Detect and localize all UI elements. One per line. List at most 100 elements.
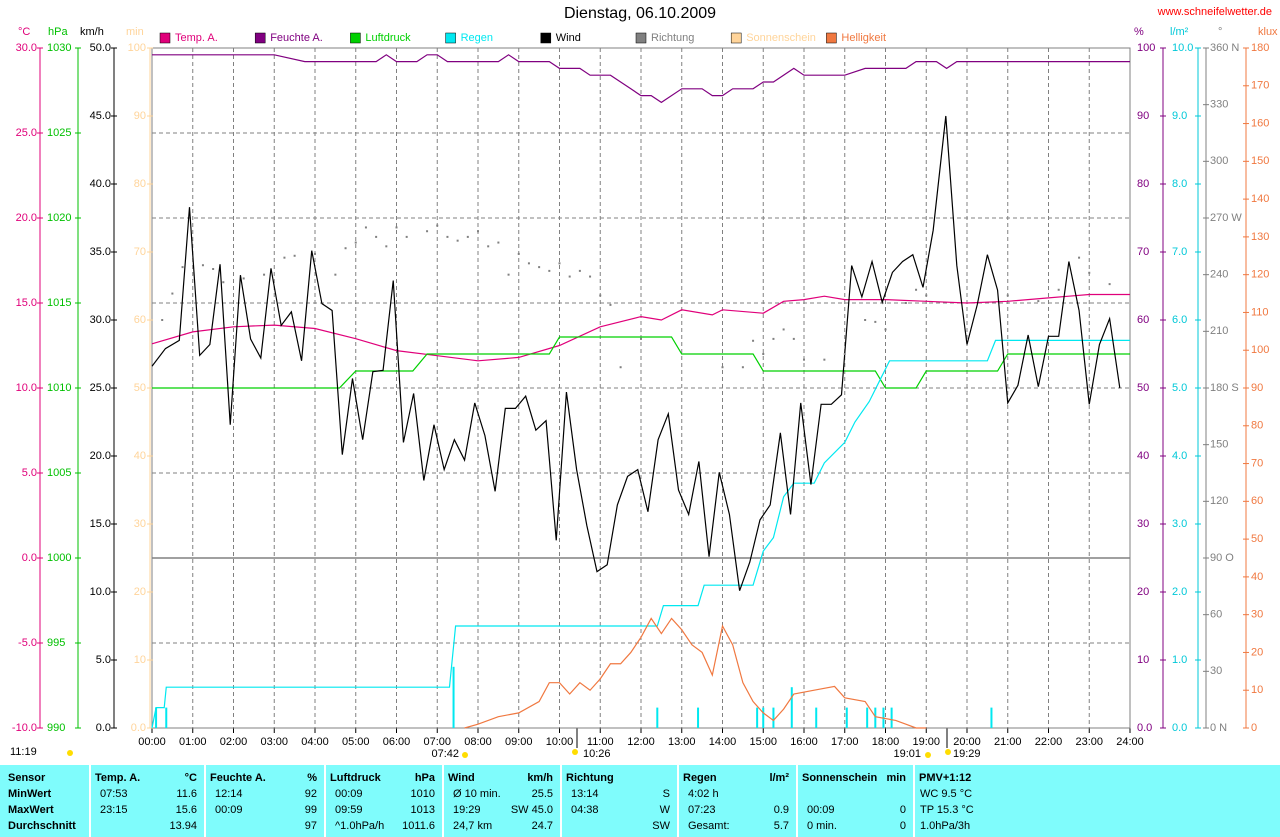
table-cell: 23:15 xyxy=(100,804,128,816)
y-tick-label: 160 xyxy=(1251,117,1269,129)
y-tick-label: 15.0 xyxy=(16,297,37,309)
table-cell: 07:53 xyxy=(100,788,128,800)
y-tick-label: 35.0 xyxy=(90,246,111,258)
y-tick-label: 0 xyxy=(1251,722,1257,734)
column-unit: % xyxy=(307,772,317,784)
direction-dot xyxy=(721,366,724,369)
y-tick-label: 100 xyxy=(1251,344,1269,356)
y-axis-title: % xyxy=(1134,26,1144,38)
rain-bar xyxy=(155,707,158,728)
x-tick-label: 23:00 xyxy=(1075,736,1103,748)
direction-dot xyxy=(1108,283,1111,286)
direction-dot xyxy=(843,353,846,355)
legend-label: Richtung xyxy=(651,32,694,44)
row-label: MaxWert xyxy=(8,804,54,816)
direction-dot xyxy=(497,241,500,244)
y-tick-label: 270 W xyxy=(1210,212,1242,224)
y-tick-label: 3.0 xyxy=(1172,518,1187,530)
y-tick-label: 20 xyxy=(1251,646,1263,658)
y-tick-label: 110 xyxy=(1251,306,1269,318)
table-cell: SW xyxy=(652,820,670,832)
direction-dot xyxy=(385,245,388,248)
annotation: 10:26 xyxy=(583,748,611,760)
table-cell: 09:59 xyxy=(335,804,363,816)
series-line xyxy=(151,115,1121,591)
column-title: PMV+1:12 xyxy=(919,772,971,784)
row-label: MinWert xyxy=(8,788,52,800)
direction-dot xyxy=(874,320,877,323)
rain-bar xyxy=(790,687,793,728)
rain-bar xyxy=(762,707,765,728)
direction-dot xyxy=(426,230,429,233)
y-axis-title: km/h xyxy=(80,26,104,38)
x-tick-label: 05:00 xyxy=(342,736,370,748)
legend-label: Temp. A. xyxy=(175,32,218,44)
direction-dot xyxy=(884,328,887,331)
y-tick-label: 7.0 xyxy=(1172,246,1187,258)
direction-dot xyxy=(293,254,296,257)
table-cell: 00:09 xyxy=(215,804,243,816)
rain-bar xyxy=(165,707,168,728)
direction-dot xyxy=(1078,256,1081,259)
legend-label: Feuchte A. xyxy=(270,32,323,44)
y-tick-label: 30 xyxy=(1251,609,1263,621)
y-tick-label: 10.0 xyxy=(1172,42,1193,54)
y-tick-label: 50 xyxy=(1251,533,1263,545)
rain-bar xyxy=(874,707,877,728)
row-label: Durchschnitt xyxy=(8,820,76,832)
y-tick-label: 50 xyxy=(1137,382,1149,394)
y-tick-label: 5.0 xyxy=(1172,382,1187,394)
direction-dot xyxy=(477,230,479,233)
x-tick-label: 16:00 xyxy=(790,736,818,748)
column-title: Feuchte A. xyxy=(210,772,266,784)
y-tick-label: 70 xyxy=(1251,457,1263,469)
y-tick-label: 10.0 xyxy=(16,382,37,394)
y-tick-label: 1010 xyxy=(47,382,71,394)
direction-dot xyxy=(772,337,775,340)
x-tick-label: 18:00 xyxy=(872,736,900,748)
y-tick-label: 10 xyxy=(1137,654,1149,666)
y-tick-label: 60 xyxy=(134,314,146,326)
table-cell: S xyxy=(663,788,670,800)
rain-bar xyxy=(815,707,818,728)
x-tick-label: 04:00 xyxy=(301,736,329,748)
y-tick-label: 100 xyxy=(1137,42,1155,54)
table-cell: 0.9 xyxy=(774,804,789,816)
direction-dot xyxy=(283,256,286,259)
y-tick-label: 20.0 xyxy=(16,212,37,224)
x-tick-label: 24:00 xyxy=(1116,736,1144,748)
y-axis-title: ° xyxy=(1218,26,1222,38)
y-tick-label: 1005 xyxy=(47,467,71,479)
column-unit: km/h xyxy=(527,772,553,784)
column-title: Temp. A. xyxy=(95,772,140,784)
direction-dot xyxy=(222,281,225,284)
table-cell: 24,7 km xyxy=(453,820,492,832)
legend-label: Regen xyxy=(461,32,493,44)
rain-bar xyxy=(845,707,848,728)
table-corner: Sensor xyxy=(8,772,46,784)
y-axis-title: hPa xyxy=(48,26,68,38)
table-cell: 1.0hPa/3h xyxy=(920,820,970,832)
y-tick-label: 1025 xyxy=(47,127,71,139)
y-tick-label: 40 xyxy=(1251,571,1263,583)
table-cell: 99 xyxy=(305,804,317,816)
sun-icon xyxy=(925,752,931,758)
y-tick-label: 120 xyxy=(1251,269,1269,281)
y-tick-label: 80 xyxy=(134,178,146,190)
direction-dot xyxy=(364,226,367,229)
table-background xyxy=(0,765,1280,837)
y-tick-label: 5.0 xyxy=(96,654,111,666)
rain-bar xyxy=(697,707,700,728)
y-tick-label: 20 xyxy=(134,586,146,598)
x-tick-label: 10:00 xyxy=(546,736,574,748)
table-cell: 0 min. xyxy=(807,820,837,832)
x-tick-label: 02:00 xyxy=(220,736,248,748)
direction-dot xyxy=(1088,271,1091,274)
direction-dot xyxy=(823,358,826,361)
table-cell: ^1.0hPa/h xyxy=(335,820,384,832)
x-tick-label: 14:00 xyxy=(709,736,737,748)
table-cell: 15.6 xyxy=(176,804,197,816)
table-cell: 04:38 xyxy=(571,804,599,816)
y-tick-label: 300 xyxy=(1210,155,1228,167)
legend-swatch xyxy=(540,32,552,44)
